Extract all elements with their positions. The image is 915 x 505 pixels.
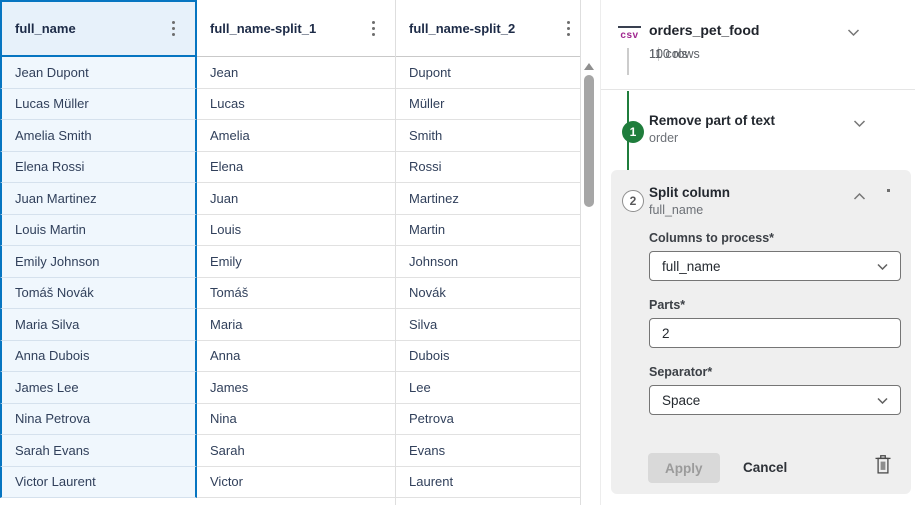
table-cell[interactable]: Juan Martinez [0, 183, 197, 215]
table-cell[interactable]: Louis [197, 214, 395, 246]
parts-input[interactable] [649, 318, 901, 348]
table-cell[interactable]: Sarah [197, 435, 395, 467]
table-cell[interactable]: Elena [197, 151, 395, 183]
table-cell[interactable]: Jean [197, 57, 395, 89]
table-cell[interactable]: Nina [197, 403, 395, 435]
field-label: Columns to process* [649, 231, 775, 245]
table-cell[interactable]: Emily [197, 246, 395, 278]
table-cell[interactable]: Novák [396, 277, 580, 309]
table-cell[interactable]: Juan [197, 183, 395, 215]
table-cell[interactable]: Silva [396, 309, 580, 341]
step-subtitle: full_name [649, 203, 704, 217]
table-cell[interactable]: Petrova [396, 403, 580, 435]
dataset-cols: 11 cols [649, 47, 688, 61]
table-cell[interactable]: Martin [396, 214, 580, 246]
dataset-rows: 100 rows [649, 47, 700, 61]
scrollbar-up-arrow-icon[interactable] [584, 63, 594, 70]
table-cell[interactable]: James [197, 372, 395, 404]
kebab-menu-icon[interactable] [372, 20, 375, 36]
table-cell[interactable]: Jean Dupont [0, 57, 197, 89]
timeline-connector [627, 48, 629, 75]
table-cell[interactable]: Nina Petrova [0, 403, 197, 435]
table-cell[interactable]: Dubois [396, 340, 580, 372]
table-cell[interactable]: Maria [197, 309, 395, 341]
table-cell[interactable]: Martinez [396, 183, 580, 215]
dataset-meta: 11 cols 100 rows [649, 47, 700, 61]
table-cell[interactable]: Emily Johnson [0, 246, 197, 278]
table-cell[interactable]: Amelia Smith [0, 120, 197, 152]
column-header[interactable]: full_name [0, 0, 197, 57]
table-cell[interactable]: Dupont [396, 57, 580, 89]
chevron-down-icon [877, 263, 888, 270]
field-label: Separator* [649, 365, 713, 379]
table-cell[interactable]: Rossi [396, 151, 580, 183]
step-title[interactable]: Remove part of text [649, 113, 776, 128]
columns-to-process-select[interactable]: full_name [649, 251, 901, 281]
step-title[interactable]: Split column [649, 185, 730, 200]
select-value: full_name [662, 258, 721, 274]
table-cell[interactable]: Lucas Müller [0, 88, 197, 120]
chevron-down-icon [877, 397, 888, 404]
select-value: Space [662, 392, 701, 408]
column-header[interactable]: full_name-split_2 [396, 0, 580, 57]
kebab-menu-icon[interactable] [172, 21, 175, 36]
table-cell[interactable]: Tomáš [197, 277, 395, 309]
table-cell[interactable]: Maria Silva [0, 309, 197, 341]
table-cell[interactable]: Evans [396, 435, 580, 467]
table-cell[interactable]: Müller [396, 88, 580, 120]
table-cell[interactable]: Tomáš Novák [0, 277, 197, 309]
table-cell[interactable]: Anna Dubois [0, 340, 197, 372]
csv-file-icon: csv [618, 26, 641, 43]
cancel-button[interactable]: Cancel [743, 460, 788, 475]
kebab-menu-icon[interactable] [567, 20, 570, 36]
table-column: full_name-split_1 Jean Lucas Amelia Elena Jua… [197, 0, 396, 505]
apply-button[interactable]: Apply [648, 453, 720, 483]
table-cell[interactable]: Victor [197, 466, 395, 498]
data-grid: full_name Jean Dupont Lucas Müller Amelia S… [0, 0, 581, 505]
table-cell[interactable]: Laurent [396, 466, 580, 498]
table-cell[interactable]: Amelia [197, 120, 395, 152]
column-header-label: full_name [15, 21, 76, 36]
panel-divider [601, 89, 915, 90]
separator-select[interactable]: Space [649, 385, 901, 415]
table-cell[interactable]: Lucas [197, 88, 395, 120]
recipe-panel: csv orders_pet_food 11 cols 100 rows 1 R… [600, 0, 915, 505]
scrollbar-thumb[interactable] [584, 75, 594, 207]
table-cell[interactable]: Johnson [396, 246, 580, 278]
dataset-name: orders_pet_food [649, 22, 760, 38]
table-cell[interactable]: Elena Rossi [0, 151, 197, 183]
field-label: Parts* [649, 298, 686, 312]
column-header[interactable]: full_name-split_1 [197, 0, 395, 57]
step-number-badge: 2 [622, 190, 644, 212]
table-cell[interactable]: James Lee [0, 372, 197, 404]
table-cell[interactable]: Victor Laurent [0, 466, 197, 498]
table-cell[interactable]: Smith [396, 120, 580, 152]
meta-separator [658, 47, 659, 61]
table-cell[interactable]: Louis Martin [0, 214, 197, 246]
table-column: full_name Jean Dupont Lucas Müller Amelia S… [0, 0, 197, 505]
step-number-badge: 1 [622, 121, 644, 143]
column-header-label: full_name-split_2 [409, 20, 516, 36]
table-cell[interactable]: Sarah Evans [0, 435, 197, 467]
column-header-label: full_name-split_1 [210, 20, 317, 36]
table-cell[interactable]: Lee [396, 372, 580, 404]
table-cell[interactable]: Anna [197, 340, 395, 372]
table-column: full_name-split_2 Dupont Müller Smith Rossi M… [396, 0, 581, 505]
step-subtitle: order [649, 131, 679, 145]
